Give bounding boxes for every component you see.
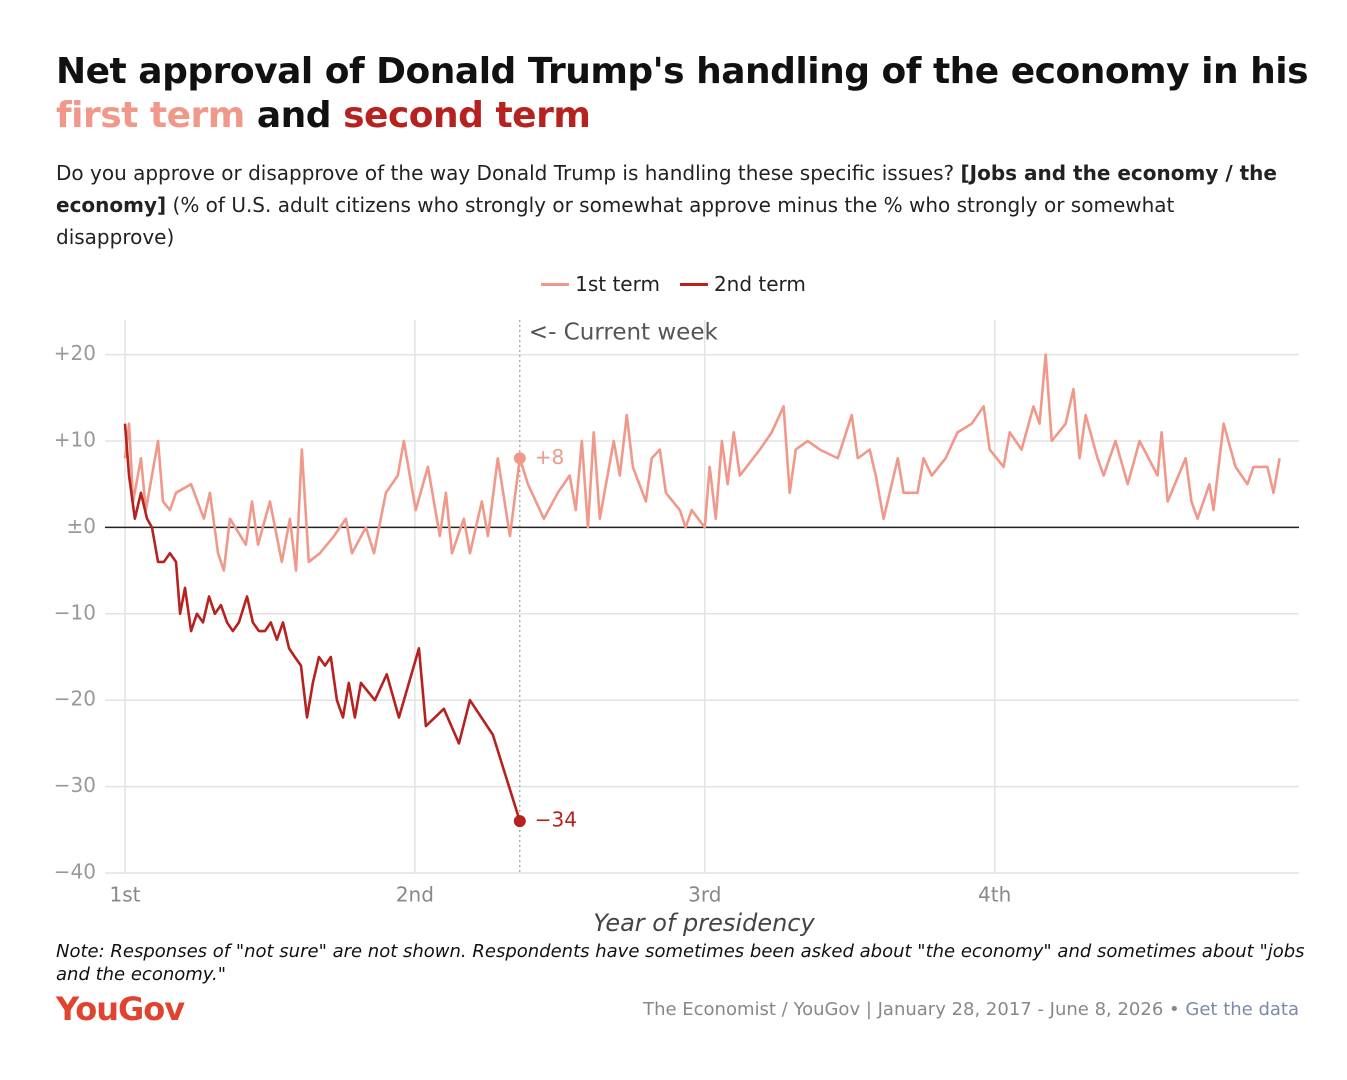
data-link[interactable]: Get the data — [1185, 999, 1299, 1020]
legend-swatch — [679, 282, 708, 286]
subtitle-part: Do you approve or disapprove of the way … — [56, 161, 955, 185]
callout-label: +8 — [535, 445, 564, 469]
y-tick-label: −30 — [54, 773, 96, 797]
subtitle: Do you approve or disapprove of the way … — [56, 157, 1296, 253]
title: Net approval of Donald Trump's handling … — [56, 50, 1316, 138]
y-tick-label: ±0 — [67, 514, 96, 538]
logo: YouGov — [56, 990, 185, 1028]
legend-label: 2nd term — [713, 272, 806, 296]
x-axis-label: Year of presidency — [593, 909, 815, 937]
legend-label: 1st term — [575, 272, 660, 296]
legend-item: 2nd term — [679, 272, 806, 296]
title-part: Net approval of Donald Trump's handling … — [56, 51, 1309, 92]
subtitle-part: [Jobs and the economy / the economy] — [56, 161, 1277, 217]
legend-item: 1st term — [541, 272, 660, 296]
series-line — [123, 423, 522, 822]
title-part: second term — [343, 95, 591, 136]
x-tick-label: 3rd — [688, 883, 721, 907]
y-tick-label: −40 — [54, 860, 96, 884]
reference-label: <- Current week — [529, 320, 719, 346]
x-tick-label: 4th — [978, 883, 1011, 907]
series-line — [123, 353, 1281, 572]
legend: 1st term 2nd term — [0, 272, 1347, 296]
source-text: The Economist / YouGov | January 28, 201… — [643, 999, 1164, 1020]
subtitle-part: (% of U.S. adult citizens who strongly o… — [56, 193, 1175, 249]
separator: • — [1169, 999, 1180, 1020]
source: The Economist / YouGov | January 28, 201… — [643, 999, 1299, 1020]
callout-point — [513, 815, 526, 828]
y-tick-label: +10 — [54, 427, 96, 451]
x-tick-label: 2nd — [396, 883, 434, 907]
y-tick-label: −20 — [54, 687, 96, 711]
note: Note: Responses of "not sure" are not sh… — [56, 941, 1305, 985]
callout-label: −34 — [535, 808, 577, 832]
legend-swatch — [541, 282, 570, 286]
x-tick-label: 1st — [110, 883, 141, 907]
y-tick-label: −10 — [54, 600, 96, 624]
callout-point — [513, 452, 526, 465]
title-part: and — [256, 95, 332, 136]
y-tick-label: +20 — [54, 341, 96, 365]
title-part: first term — [56, 95, 245, 136]
